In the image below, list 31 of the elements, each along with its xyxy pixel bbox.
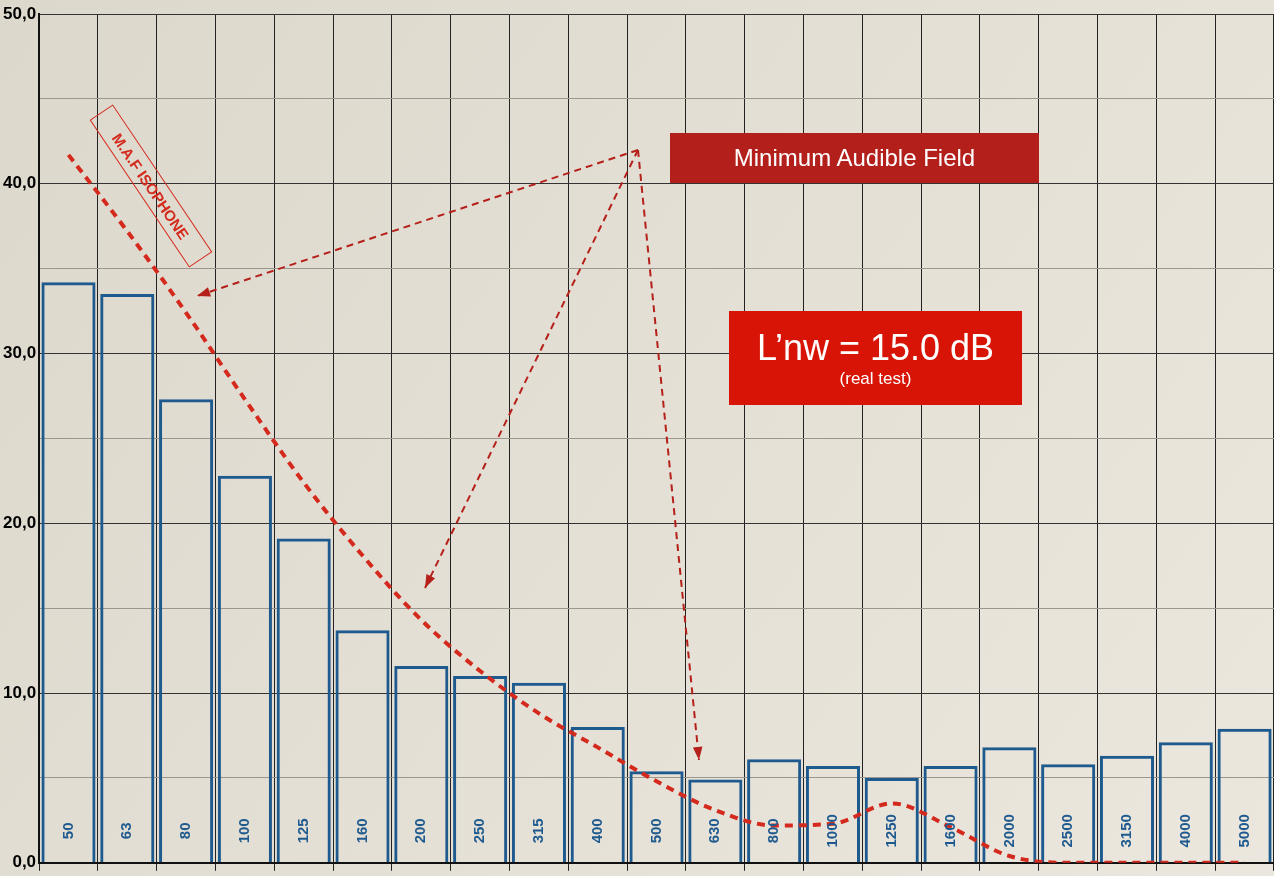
x-tick-label: 5000 [1234, 814, 1252, 848]
caption-box: Minimum Audible Field [670, 133, 1039, 183]
y-tick-label: 20,0 [2, 512, 37, 532]
x-tick-label: 1250 [881, 814, 899, 848]
x-tick-label: 250 [470, 818, 488, 844]
y-tick-label: 10,0 [2, 682, 37, 702]
x-tick-label: 200 [411, 818, 429, 844]
y-tick-label: 50,0 [2, 3, 37, 23]
x-tick-label: 3150 [1117, 814, 1135, 848]
y-tick-label: 40,0 [2, 173, 37, 193]
y-tick-label: 0,0 [12, 852, 37, 872]
x-tick-label: 125 [293, 818, 311, 844]
x-tick-label: 400 [587, 818, 605, 844]
x-tick-label: 100 [235, 818, 253, 844]
x-tick-label: 4000 [1175, 814, 1193, 848]
x-tick-label: 63 [117, 822, 135, 840]
x-tick-label: 1600 [940, 814, 958, 848]
y-tick-label: 30,0 [2, 343, 37, 363]
caption-box: L’nw = 15.0 dB (real test) [729, 311, 1022, 405]
x-tick-label: 2000 [999, 814, 1017, 848]
x-tick-label: 80 [176, 822, 194, 840]
x-tick-label: 315 [529, 818, 547, 844]
x-tick-label: 800 [764, 818, 782, 844]
x-tick-label: 630 [705, 818, 723, 844]
x-tick-label: 160 [352, 818, 370, 844]
x-tick-label: 1000 [823, 814, 841, 848]
annotation: (real test) [838, 369, 913, 389]
x-tick-label: 2500 [1058, 814, 1076, 848]
x-tick-label: 50 [58, 822, 76, 840]
x-tick-label: 500 [646, 818, 664, 844]
annotation: L’nw = 15.0 dB [755, 327, 996, 369]
